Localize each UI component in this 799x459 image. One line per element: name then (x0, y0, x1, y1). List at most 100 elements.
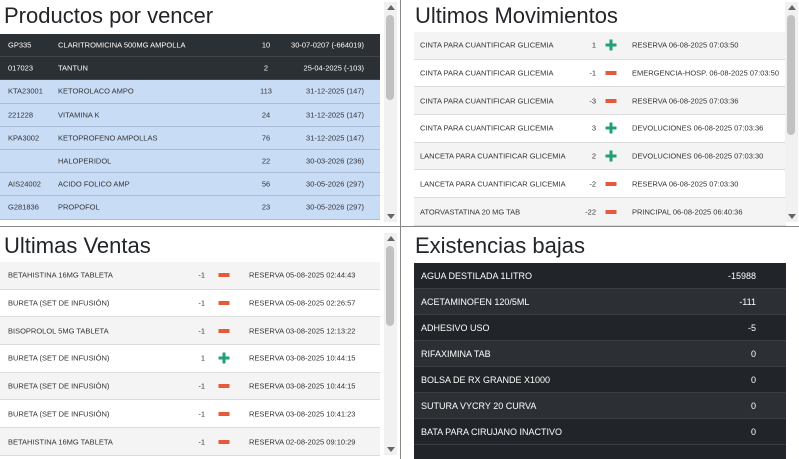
table-cell: CLARITROMICINA 500MG AMPOLLA (58, 40, 186, 50)
table-cell: 3 (591, 123, 596, 133)
table-row: GP335 CLARITROMICINA 500MG AMPOLLA 10 30-07… (0, 34, 380, 58)
scrollbar[interactable] (785, 2, 798, 222)
table-cell: -1 (198, 409, 205, 419)
table-cell: 30-03-2026 (236) (306, 156, 364, 166)
table-row: ACETAMINOFEN 120/5ML -111 (414, 289, 786, 315)
table-row: KTA23001 KETOROLACO AMPO 113 31-12-2025 (14… (0, 80, 380, 104)
table-cell: -15988 (727, 270, 756, 281)
table-cell: -111 (739, 296, 756, 307)
table-cell: CINTA PARA CUANTIFICAR GLICEMIA (420, 40, 554, 50)
table-row: BISOPROLOL 5MG TABLETA -1 RESERVA 03-08-20… (0, 317, 380, 346)
table-cell: -3 (589, 96, 596, 106)
table-cell: 10 (261, 40, 271, 50)
table-cell: 30-05-2026 (297) (306, 202, 364, 212)
table-cell: 1 (591, 40, 596, 50)
table-row: BURETA (SET DE INFUSIÓN) -1 RESERVA 03-08-… (0, 400, 380, 429)
table-cell: BURETA (SET DE INFUSIÓN) (8, 298, 110, 308)
table-cell: RESERVA 03-08-2025 12:13:22 (249, 326, 356, 336)
table-cell: HALOPERIDOL (58, 156, 112, 166)
table-cell: RESERVA 06-08-2025 07:03:36 (632, 96, 739, 106)
table-cell: 2 (591, 151, 596, 161)
panel-existencias: Existencias bajas AGUA DESTILADA 1LITRO -… (405, 230, 799, 459)
table-cell: VITAMINA K (58, 110, 100, 120)
table-cell: CINTA PARA CUANTIFICAR GLICEMIA (420, 96, 554, 106)
table-cell: -1 (589, 68, 596, 78)
scrollbar[interactable] (384, 233, 397, 455)
table-row: BURETA (SET DE INFUSIÓN) -1 RESERVA 03-08-… (0, 372, 380, 401)
table-cell: RESERVA 06-08-2025 07:03:30 (632, 179, 739, 189)
table-cell: BOLSA DE RX GRANDE X1000 (421, 374, 551, 385)
table-cell: 0 (750, 426, 756, 437)
minus-icon (218, 301, 230, 306)
table-cell: KETOPROFENO AMPOLLAS (58, 133, 158, 143)
table-cell: 31-12-2025 (147) (306, 133, 364, 143)
table-cell: GP335 (8, 40, 32, 50)
table-cell: -2 (589, 179, 596, 189)
minus-icon (218, 439, 230, 444)
table-cell: 0 (750, 348, 756, 359)
table-cell: 56 (261, 179, 271, 189)
table-row: CINTA PARA CUANTIFICAR GLICEMIA 3 DEVOLUCI… (414, 115, 786, 143)
plus-icon (605, 150, 617, 162)
table-cell: 23 (261, 202, 271, 212)
table-cell: CINTA PARA CUANTIFICAR GLICEMIA (420, 68, 554, 78)
table-row: LANCETA PARA CUANTIFICAR GLICEMIA 2 DEVOLU… (414, 142, 786, 171)
table-cell: 22 (261, 156, 271, 166)
table-cell: KPA3002 (8, 133, 40, 143)
table-cell: -1 (198, 381, 205, 391)
minus-icon (605, 181, 617, 186)
table-cell: BETAHISTINA 16MG TABLETA (8, 437, 113, 447)
table-cell: AIS24002 (8, 179, 41, 189)
table-cell: -22 (585, 207, 596, 217)
table-row: CINTA PARA CUANTIFICAR GLICEMIA -1 EMERGEN… (414, 59, 786, 88)
table: CINTA PARA CUANTIFICAR GLICEMIA 1 RESERVA … (414, 32, 786, 226)
table-cell: -1 (198, 298, 205, 308)
table-cell: ACETAMINOFEN 120/5ML (421, 296, 530, 307)
table-cell: 76 (261, 133, 271, 143)
table-cell: -1 (198, 437, 205, 447)
table-row: RIFAXIMINA TAB 0 (414, 341, 786, 367)
table-cell: KTA23001 (8, 86, 43, 96)
table-row: ADHESIVO USO -5 (414, 315, 786, 341)
table-cell: BETAHISTINA 16MG TABLETA (8, 270, 113, 280)
plus-icon (218, 352, 230, 364)
table-row: BURETA (SET DE INFUSIÓN) 1 RESERVA 03-08-2… (0, 345, 380, 373)
table-cell: AGUA DESTILADA 1LITRO (421, 270, 533, 281)
table-cell: 31-12-2025 (147) (306, 86, 364, 96)
scrollbar[interactable] (384, 2, 397, 222)
table-row: LANCETA PARA CUANTIFICAR GLICEMIA -2 RESER… (414, 170, 786, 199)
table-cell: RESERVA 05-08-2025 02:44:43 (249, 270, 356, 280)
table-row: HALOPERIDOL 22 30-03-2026 (236) (0, 150, 380, 174)
panel-title: Existencias bajas (415, 233, 585, 258)
divider (0, 226, 799, 227)
plus-icon (605, 39, 617, 51)
table-cell: LANCETA PARA CUANTIFICAR GLICEMIA (420, 151, 566, 161)
divider (400, 0, 405, 459)
table-row: BATA PARA CIRUJANO INACTIVO 0 (414, 419, 786, 445)
table-cell: ATORVASTATINA 20 MG TAB (420, 207, 521, 217)
table-cell: 31-12-2025 (147) (306, 110, 364, 120)
table-cell: RIFAXIMINA TAB (421, 348, 491, 359)
table-cell: 1 (200, 353, 205, 363)
table-cell: RESERVA 03-08-2025 10:41:23 (249, 409, 356, 419)
table-cell: RESERVA 06-08-2025 07:03:50 (632, 40, 739, 50)
table-cell: BURETA (SET DE INFUSIÓN) (8, 409, 110, 419)
table-row: BOLSA DE RX GRANDE X1000 0 (414, 367, 786, 393)
table-row: CINTA PARA CUANTIFICAR GLICEMIA -3 RESERVA… (414, 87, 786, 116)
panel-productos: Productos por vencer GP335 CLARITROMICINA… (0, 0, 399, 226)
table-cell: RESERVA 02-08-2025 09:10:29 (249, 437, 356, 447)
table-cell: BISOPROLOL 5MG TABLETA (8, 326, 109, 336)
table-cell: ADHESIVO USO (421, 322, 490, 333)
table-cell: RESERVA 05-08-2025 02:26:57 (249, 298, 356, 308)
minus-icon (218, 384, 230, 389)
table-row: CINTA PARA CUANTIFICAR GLICEMIA 1 RESERVA … (414, 32, 786, 60)
panel-movimientos: Ultimos Movimientos CINTA PARA CUANTIFIC… (405, 0, 799, 226)
table-cell: TANTUN (58, 63, 88, 73)
table-cell: BATA PARA CIRUJANO INACTIVO (421, 426, 563, 437)
table-cell: -1 (198, 326, 205, 336)
table-cell: ACIDO FOLICO AMP (58, 179, 130, 189)
table-row: 221228 VITAMINA K 24 31-12-2025 (147) (0, 103, 380, 127)
panel-ventas: Ultimas Ventas BETAHISTINA 16MG TABLETA -… (0, 230, 399, 459)
table-cell: EMERGENCIA-HOSP. 06-08-2025 07:03:50 (632, 68, 780, 78)
